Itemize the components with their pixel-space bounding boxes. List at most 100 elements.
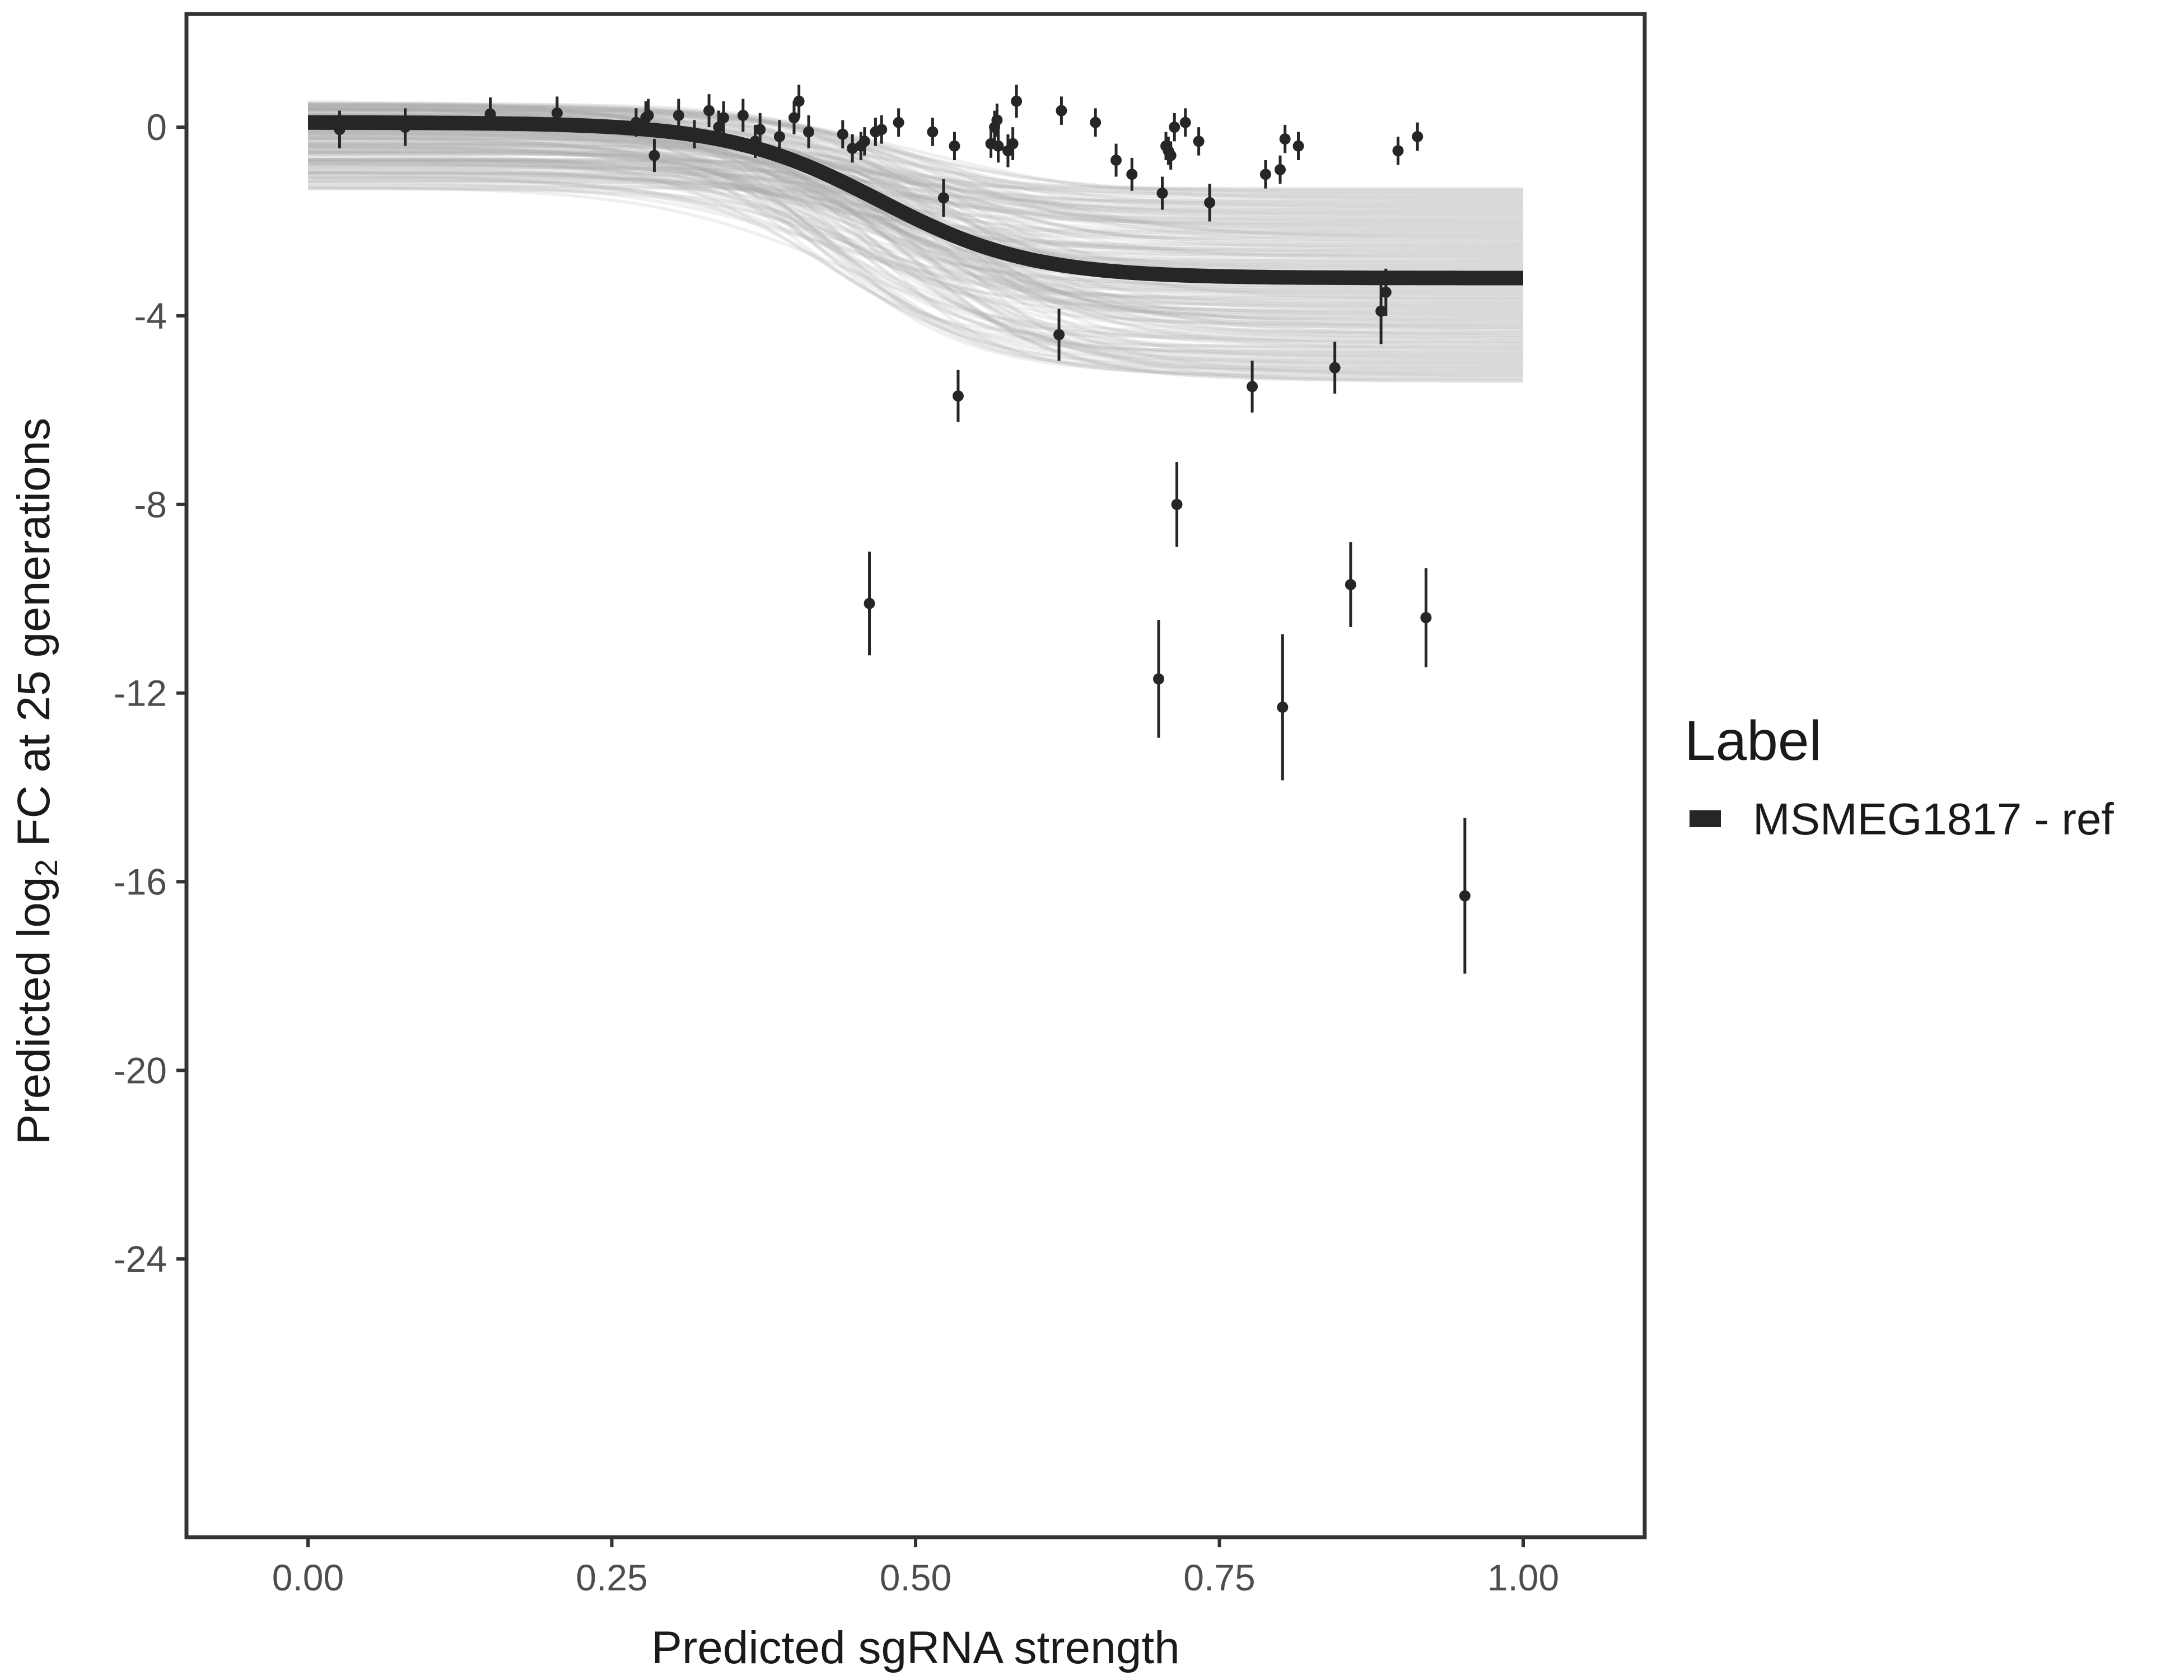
posterior-draw-line	[308, 179, 1523, 220]
x-tick-label: 0.50	[880, 1557, 951, 1598]
posterior-draw-line	[307, 158, 1523, 251]
posterior-draw-line	[308, 104, 1523, 356]
y-tick-label: -8	[134, 484, 167, 525]
data-point	[1292, 132, 1304, 161]
posterior-draw-line	[308, 152, 1523, 213]
point-marker	[334, 124, 346, 136]
legend: Label MSMEG1817 - ref	[1684, 710, 2114, 844]
posterior-draw-line	[308, 151, 1523, 381]
point-marker	[1247, 381, 1258, 393]
posterior-draw-line	[308, 137, 1523, 339]
posterior-draw-line	[308, 158, 1523, 299]
point-marker	[1420, 612, 1432, 623]
point-marker	[1171, 498, 1183, 510]
data-point	[1275, 155, 1286, 184]
posterior-draw-line	[307, 182, 1523, 312]
posterior-draw-line	[307, 104, 1523, 316]
posterior-draw-line	[307, 151, 1523, 371]
posterior-draw-line	[308, 172, 1524, 331]
point-marker	[648, 150, 660, 161]
data-points	[334, 85, 1471, 974]
posterior-draw-line	[307, 171, 1523, 190]
posterior-draw-line	[307, 137, 1523, 245]
posterior-draw-line	[308, 166, 1523, 207]
x-tick-label: 1.00	[1487, 1557, 1559, 1598]
data-point	[1153, 620, 1164, 738]
point-marker	[991, 114, 1003, 126]
posterior-draw-line	[307, 138, 1523, 235]
point-marker	[1156, 188, 1168, 199]
posterior-draw-line	[308, 132, 1523, 236]
posterior-draw-line	[308, 186, 1523, 384]
y-axis-title-main: Predicted log	[8, 877, 59, 1145]
posterior-draw-line	[308, 178, 1523, 333]
data-point	[793, 85, 805, 118]
posterior-draw-line	[308, 104, 1523, 194]
point-marker	[837, 128, 848, 140]
point-marker	[927, 126, 939, 138]
posterior-draw-line	[308, 159, 1523, 341]
data-point	[1156, 176, 1168, 210]
point-marker	[858, 136, 870, 147]
point-marker	[737, 110, 749, 122]
data-point	[1171, 462, 1183, 547]
posterior-draw-line	[307, 185, 1524, 345]
data-point	[718, 101, 730, 134]
data-point	[937, 179, 949, 217]
posterior-draw-line	[308, 151, 1523, 354]
posterior-draw-line	[308, 109, 1523, 358]
point-marker	[1110, 155, 1122, 166]
posterior-draw-line	[308, 102, 1523, 306]
point-marker	[949, 140, 960, 152]
posterior-draw-line	[308, 129, 1523, 267]
data-point	[1277, 634, 1289, 781]
posterior-draw-line	[307, 175, 1524, 351]
point-marker	[876, 124, 888, 136]
point-marker	[1292, 140, 1304, 152]
point-marker	[1126, 169, 1138, 180]
x-tick-label: 0.25	[576, 1557, 647, 1598]
posterior-draw-line	[308, 133, 1523, 198]
posterior-draw-line	[308, 128, 1524, 301]
posterior-draw-line	[307, 136, 1523, 363]
y-axis-title-rest: FC at 25 generations	[8, 418, 59, 860]
data-point	[1375, 278, 1387, 344]
posterior-draw-line	[308, 158, 1523, 355]
point-marker	[1459, 890, 1471, 902]
x-tick-label: 0.00	[272, 1557, 344, 1598]
posterior-draw-line	[308, 170, 1523, 293]
data-point	[1007, 127, 1019, 161]
posterior-draw-line	[308, 144, 1523, 219]
posterior-draw-line	[308, 147, 1523, 372]
posterior-draw-line	[308, 158, 1523, 326]
point-marker	[399, 122, 411, 133]
y-tick-label: -4	[134, 295, 167, 337]
y-tick-label: -20	[114, 1049, 167, 1091]
posterior-draw-line	[308, 169, 1523, 300]
posterior-draw-line	[307, 144, 1524, 288]
legend-entry-label: MSMEG1817 - ref	[1753, 794, 2114, 844]
y-axis-title: Predicted log2 FC at 25 generations	[8, 418, 64, 1145]
point-marker	[992, 140, 1004, 152]
data-point	[847, 134, 858, 163]
posterior-draw-line	[308, 108, 1523, 324]
data-point	[1090, 108, 1102, 137]
posterior-draw-line	[308, 161, 1523, 382]
data-point	[992, 129, 1004, 163]
posterior-draw-line	[307, 163, 1523, 318]
data-point	[1179, 108, 1191, 137]
posterior-draw-line	[308, 145, 1523, 263]
posterior-draw-line	[308, 106, 1523, 337]
data-point	[689, 120, 701, 148]
posterior-draw-line	[307, 106, 1523, 264]
posterior-draw-line	[307, 145, 1523, 325]
posterior-draw-line	[308, 142, 1523, 370]
posterior-draw-line	[308, 152, 1523, 321]
data-point	[1169, 113, 1180, 142]
data-point	[1053, 309, 1065, 361]
data-point	[1329, 342, 1341, 394]
posterior-draw-line	[308, 146, 1523, 197]
posterior-draw-line	[307, 146, 1524, 297]
data-point	[858, 127, 870, 156]
